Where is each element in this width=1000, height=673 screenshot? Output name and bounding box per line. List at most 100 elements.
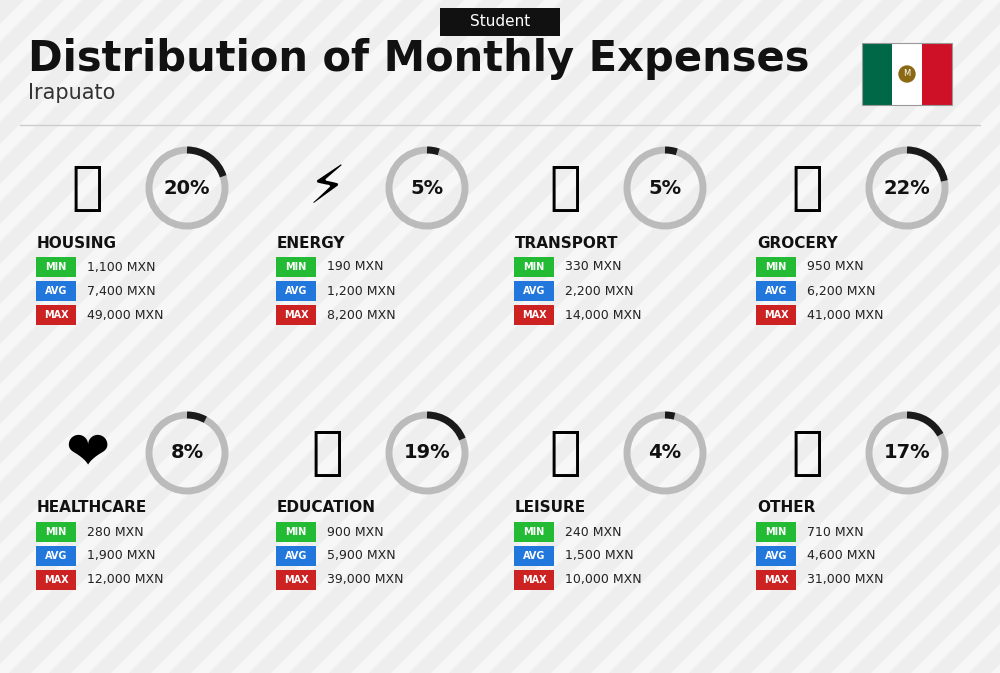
Text: 39,000 MXN: 39,000 MXN <box>327 573 404 586</box>
Text: 🎓: 🎓 <box>311 427 343 479</box>
Text: 240 MXN: 240 MXN <box>565 526 622 538</box>
Text: MAX: MAX <box>764 310 788 320</box>
FancyBboxPatch shape <box>276 522 316 542</box>
Text: AVG: AVG <box>523 551 545 561</box>
Text: M: M <box>903 69 911 79</box>
Text: ENERGY: ENERGY <box>277 236 346 250</box>
FancyBboxPatch shape <box>514 281 554 301</box>
Text: 710 MXN: 710 MXN <box>807 526 864 538</box>
FancyBboxPatch shape <box>36 522 76 542</box>
Text: 1,200 MXN: 1,200 MXN <box>327 285 396 297</box>
Text: Student: Student <box>470 15 530 30</box>
Text: 1,900 MXN: 1,900 MXN <box>87 549 156 563</box>
FancyBboxPatch shape <box>756 570 796 590</box>
Text: 4,600 MXN: 4,600 MXN <box>807 549 876 563</box>
FancyBboxPatch shape <box>756 305 796 325</box>
Text: 5,900 MXN: 5,900 MXN <box>327 549 396 563</box>
FancyBboxPatch shape <box>276 281 316 301</box>
FancyBboxPatch shape <box>36 305 76 325</box>
Text: 12,000 MXN: 12,000 MXN <box>87 573 164 586</box>
FancyBboxPatch shape <box>514 522 554 542</box>
Text: MAX: MAX <box>284 310 308 320</box>
Text: 2,200 MXN: 2,200 MXN <box>565 285 634 297</box>
Text: Distribution of Monthly Expenses: Distribution of Monthly Expenses <box>28 38 810 80</box>
Text: EDUCATION: EDUCATION <box>277 501 376 516</box>
Text: HOUSING: HOUSING <box>37 236 117 250</box>
Text: MIN: MIN <box>285 527 307 537</box>
Circle shape <box>899 66 915 82</box>
Text: MIN: MIN <box>765 527 787 537</box>
FancyBboxPatch shape <box>922 43 952 105</box>
Text: MIN: MIN <box>285 262 307 272</box>
Text: 4%: 4% <box>648 444 682 462</box>
FancyBboxPatch shape <box>36 546 76 566</box>
Text: 20%: 20% <box>164 178 210 197</box>
Text: MAX: MAX <box>284 575 308 585</box>
Text: 14,000 MXN: 14,000 MXN <box>565 308 642 322</box>
FancyBboxPatch shape <box>276 257 316 277</box>
FancyBboxPatch shape <box>36 570 76 590</box>
Text: 5%: 5% <box>410 178 444 197</box>
Text: 1,500 MXN: 1,500 MXN <box>565 549 634 563</box>
FancyBboxPatch shape <box>276 305 316 325</box>
Text: MAX: MAX <box>44 575 68 585</box>
Text: 41,000 MXN: 41,000 MXN <box>807 308 884 322</box>
Text: AVG: AVG <box>285 286 307 296</box>
Text: HEALTHCARE: HEALTHCARE <box>37 501 147 516</box>
FancyBboxPatch shape <box>756 522 796 542</box>
Text: 1,100 MXN: 1,100 MXN <box>87 260 156 273</box>
Text: MAX: MAX <box>522 310 546 320</box>
FancyBboxPatch shape <box>514 305 554 325</box>
Text: 10,000 MXN: 10,000 MXN <box>565 573 642 586</box>
Text: MAX: MAX <box>764 575 788 585</box>
Text: 31,000 MXN: 31,000 MXN <box>807 573 884 586</box>
Text: 8%: 8% <box>170 444 204 462</box>
Text: 330 MXN: 330 MXN <box>565 260 622 273</box>
FancyBboxPatch shape <box>276 570 316 590</box>
Text: 17%: 17% <box>884 444 930 462</box>
FancyBboxPatch shape <box>276 546 316 566</box>
Text: TRANSPORT: TRANSPORT <box>515 236 618 250</box>
Text: AVG: AVG <box>765 551 787 561</box>
Text: AVG: AVG <box>45 286 67 296</box>
Text: 🏢: 🏢 <box>71 162 103 214</box>
Text: AVG: AVG <box>523 286 545 296</box>
Text: 22%: 22% <box>884 178 930 197</box>
Text: 7,400 MXN: 7,400 MXN <box>87 285 156 297</box>
Text: 49,000 MXN: 49,000 MXN <box>87 308 164 322</box>
FancyBboxPatch shape <box>756 546 796 566</box>
Text: 🛍: 🛍 <box>549 427 581 479</box>
Text: AVG: AVG <box>765 286 787 296</box>
FancyBboxPatch shape <box>36 257 76 277</box>
Text: 🚌: 🚌 <box>549 162 581 214</box>
Text: 8,200 MXN: 8,200 MXN <box>327 308 396 322</box>
Text: MIN: MIN <box>523 262 545 272</box>
FancyBboxPatch shape <box>514 570 554 590</box>
Text: ⚡: ⚡ <box>308 162 346 214</box>
Text: MAX: MAX <box>44 310 68 320</box>
Text: 🛒: 🛒 <box>791 162 823 214</box>
Text: OTHER: OTHER <box>757 501 815 516</box>
Text: Irapuato: Irapuato <box>28 83 115 103</box>
FancyBboxPatch shape <box>892 43 922 105</box>
Text: MIN: MIN <box>523 527 545 537</box>
FancyBboxPatch shape <box>514 546 554 566</box>
FancyBboxPatch shape <box>440 8 560 36</box>
FancyBboxPatch shape <box>756 281 796 301</box>
Text: MIN: MIN <box>45 262 67 272</box>
FancyBboxPatch shape <box>514 257 554 277</box>
Text: GROCERY: GROCERY <box>757 236 838 250</box>
FancyBboxPatch shape <box>36 281 76 301</box>
Text: 19%: 19% <box>404 444 450 462</box>
Text: MIN: MIN <box>45 527 67 537</box>
Text: 280 MXN: 280 MXN <box>87 526 144 538</box>
Text: ❤: ❤ <box>65 427 109 479</box>
Text: 5%: 5% <box>648 178 682 197</box>
Text: 950 MXN: 950 MXN <box>807 260 864 273</box>
Text: 💰: 💰 <box>791 427 823 479</box>
Text: MIN: MIN <box>765 262 787 272</box>
Text: AVG: AVG <box>45 551 67 561</box>
Text: 190 MXN: 190 MXN <box>327 260 384 273</box>
FancyBboxPatch shape <box>756 257 796 277</box>
Text: AVG: AVG <box>285 551 307 561</box>
